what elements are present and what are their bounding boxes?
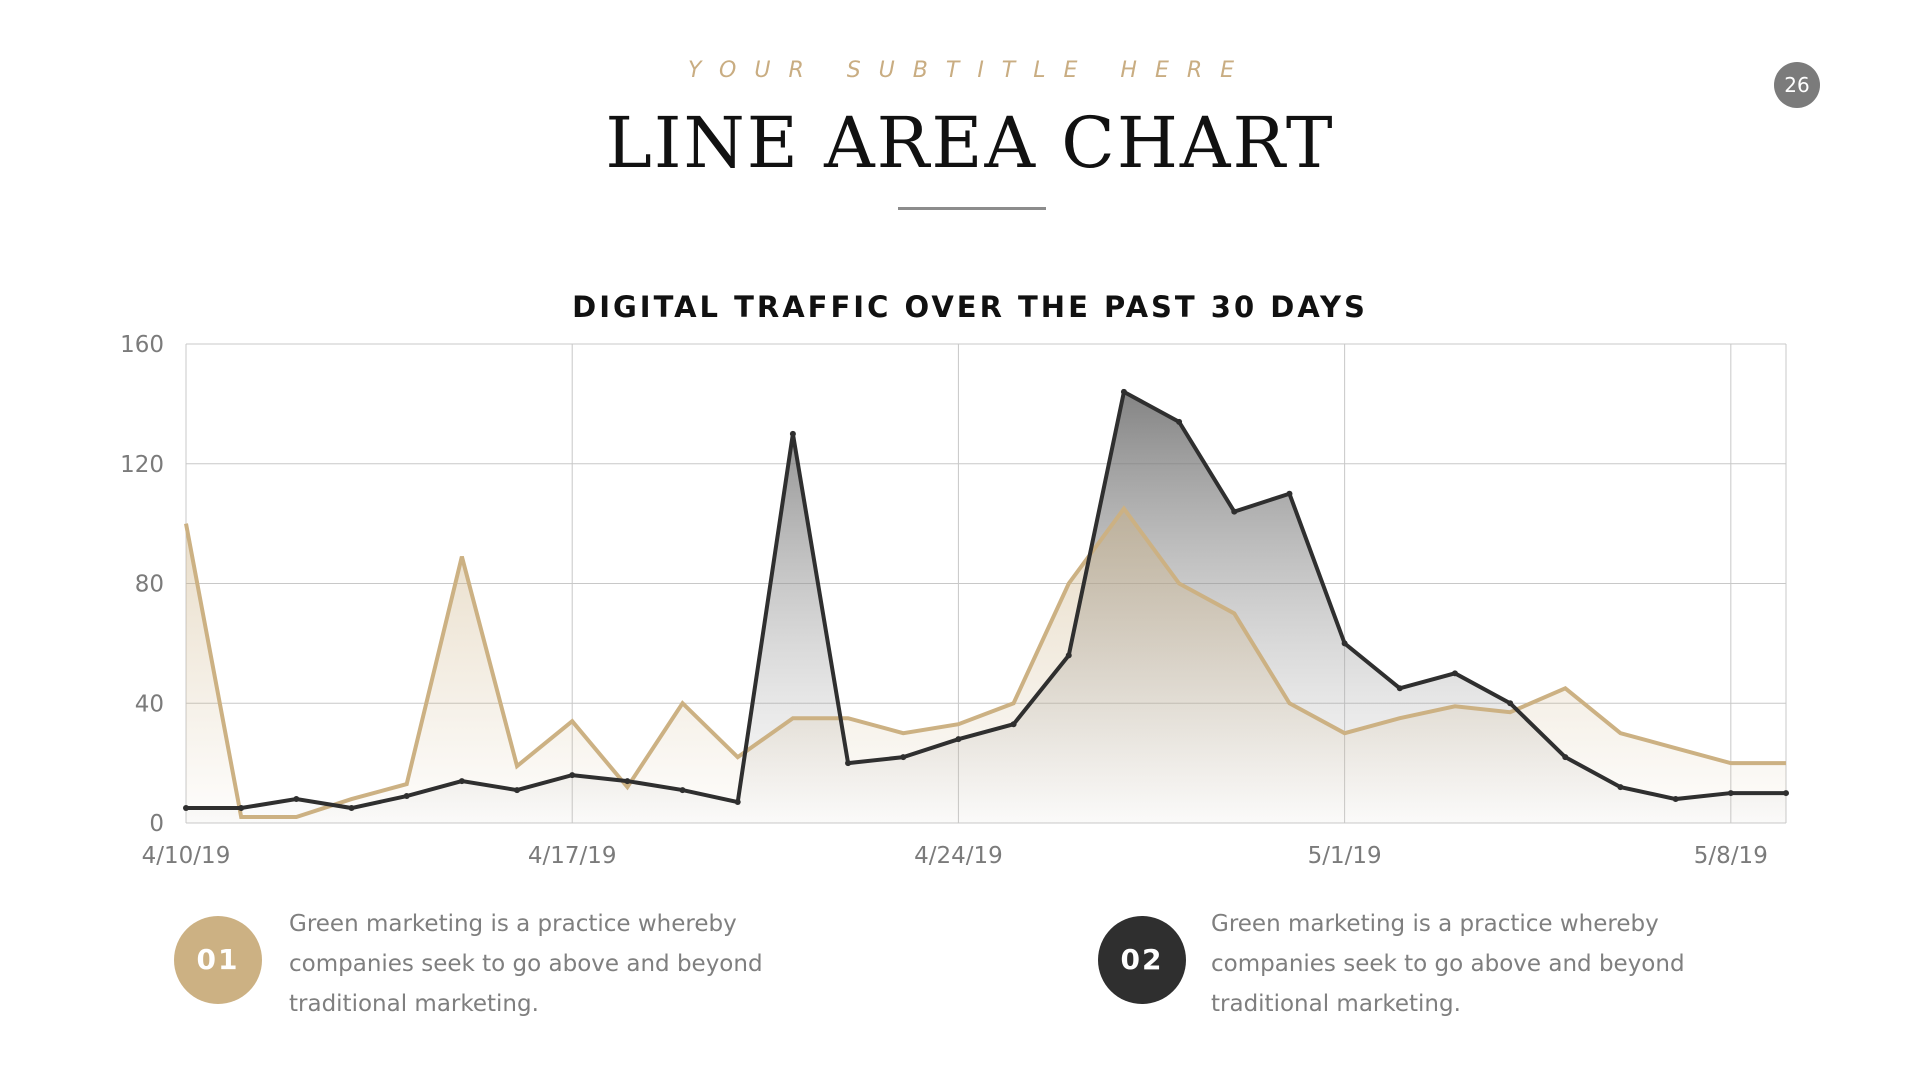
- data-point: [1783, 790, 1789, 797]
- series-2-line: [186, 388, 1786, 811]
- data-point: [845, 760, 852, 767]
- data-point: [1010, 721, 1017, 728]
- data-point: [679, 787, 686, 794]
- data-point: [955, 736, 962, 743]
- data-point: [789, 430, 796, 437]
- data-point: [1176, 418, 1183, 425]
- data-point: [1672, 796, 1679, 803]
- chart-areas: [186, 391, 1786, 823]
- data-point: [1727, 790, 1734, 797]
- data-point: [293, 796, 300, 803]
- chart-title: DIGITAL TRAFFIC OVER THE PAST 30 DAYS: [572, 290, 1368, 324]
- page-number-badge: 26: [1774, 62, 1820, 108]
- title-divider: [898, 207, 1046, 210]
- data-point: [348, 805, 355, 812]
- data-point: [1120, 388, 1127, 395]
- y-tick-label: 0: [149, 811, 164, 837]
- x-tick-label: 5/8/19: [1694, 843, 1768, 869]
- x-tick-label: 4/10/19: [142, 843, 231, 869]
- y-tick-label: 40: [135, 691, 164, 717]
- series-1-line: [184, 505, 1786, 820]
- data-point: [1341, 640, 1348, 647]
- y-tick-label: 80: [135, 572, 164, 598]
- series-1-area: [186, 508, 1786, 823]
- data-point: [1231, 508, 1238, 515]
- data-point: [183, 805, 189, 812]
- data-point: [403, 793, 410, 800]
- note-02-text: Green marketing is a practice whereby co…: [1211, 911, 1685, 1017]
- data-point: [734, 799, 741, 806]
- slide-title: LINE AREA CHART: [605, 102, 1335, 184]
- chart-axis-labels: 0 40 80 120 160 4/10/19 4/17/19 4/24/19 5/1/19 5/…: [120, 332, 1768, 869]
- x-tick-label: 4/24/19: [914, 843, 1003, 869]
- data-point: [458, 778, 465, 785]
- data-point: [1396, 685, 1403, 692]
- data-point: [900, 754, 907, 761]
- data-point: [624, 778, 631, 785]
- slide-subtitle: YOUR SUBTITLE HERE: [687, 58, 1253, 83]
- chart-lines: [183, 388, 1789, 820]
- data-point: [1562, 754, 1569, 761]
- data-point: [1065, 652, 1072, 659]
- data-point: [238, 805, 245, 812]
- note-02-badge: 02: [1098, 916, 1186, 1004]
- data-point: [514, 787, 521, 794]
- data-point: [1451, 670, 1458, 677]
- note-01-badge: 01: [174, 916, 262, 1004]
- data-point: [569, 772, 576, 779]
- data-point: [1617, 784, 1624, 791]
- data-point: [1286, 490, 1293, 497]
- y-tick-label: 120: [120, 452, 164, 478]
- x-tick-label: 5/1/19: [1308, 843, 1382, 869]
- y-tick-label: 160: [120, 332, 164, 358]
- note-01-text: Green marketing is a practice whereby co…: [289, 911, 763, 1017]
- series-2-area: [186, 391, 1786, 823]
- x-tick-label: 4/17/19: [528, 843, 617, 869]
- data-point: [1507, 700, 1514, 707]
